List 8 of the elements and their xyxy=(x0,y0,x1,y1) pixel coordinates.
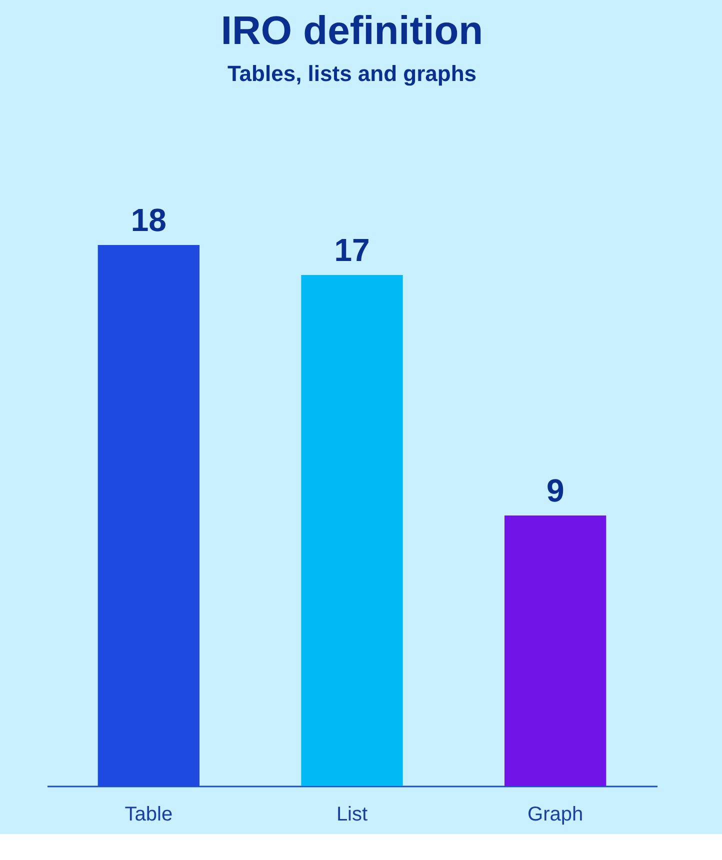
chart-title: IRO definition xyxy=(220,9,484,53)
x-tick-label: Table xyxy=(124,804,173,826)
data-label: 9 xyxy=(546,472,564,508)
chart-subtitle: Tables, lists and graphs xyxy=(228,61,476,86)
x-tick-label: List xyxy=(336,804,368,826)
x-tick-label: Graph xyxy=(528,804,584,826)
data-label: 18 xyxy=(130,202,166,238)
data-label: 17 xyxy=(334,232,370,268)
